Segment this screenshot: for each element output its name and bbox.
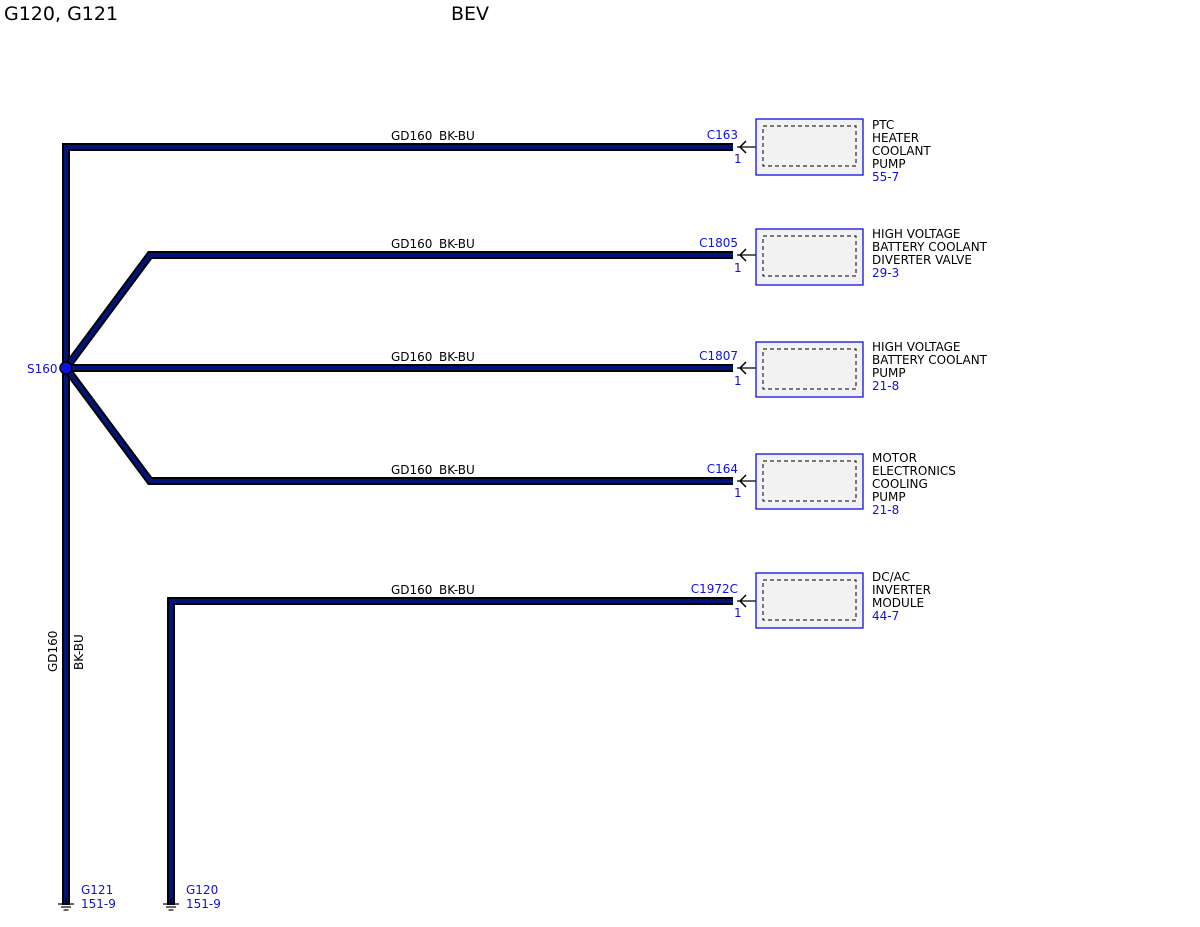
component-box — [755, 341, 864, 398]
connector-pin: 1 — [734, 374, 742, 388]
component-name-line: PTC — [872, 118, 894, 132]
component-name-line: DC/AC — [872, 570, 910, 584]
splice-s160-dot — [59, 361, 73, 375]
ground-page-ref: 151-9 — [186, 897, 221, 911]
wire-c163 — [64, 145, 733, 905]
component-name-line: ELECTRONICS — [872, 464, 956, 478]
branch-c1805: GD160 BK-BU C1805 1 HIGH VOLTAGE BATTERY… — [391, 227, 988, 286]
component-name-line: HIGH VOLTAGE — [872, 227, 960, 241]
wire-c164 — [64, 366, 733, 483]
component-page-ref: 21-8 — [872, 503, 899, 517]
component-name-line: MOTOR — [872, 451, 917, 465]
wire-color-label: BK-BU — [439, 350, 475, 364]
component-name-line: BATTERY COOLANT — [872, 240, 988, 254]
component-name-line: BATTERY COOLANT — [872, 353, 988, 367]
component-name-line: HEATER — [872, 131, 919, 145]
wire-color-label: BK-BU — [439, 583, 475, 597]
component-name-line: PUMP — [872, 366, 906, 380]
ground-g120: G120 151-9 — [163, 883, 221, 911]
vehicle-variant: BEV — [451, 3, 489, 25]
component-box — [755, 118, 864, 176]
connector-pin: 1 — [734, 152, 742, 166]
component-box — [755, 572, 864, 629]
component-page-ref: 21-8 — [872, 379, 899, 393]
ground-id: G120 — [186, 883, 218, 897]
connector-pin: 1 — [734, 606, 742, 620]
ground-page-ref: 151-9 — [81, 897, 116, 911]
component-page-ref: 44-7 — [872, 609, 899, 623]
wire-circuit-label: GD160 — [391, 237, 432, 251]
component-name-line: PUMP — [872, 157, 906, 171]
connector-id: C1807 — [699, 349, 738, 363]
component-inner-dashed — [762, 235, 857, 277]
splice-label: S160 — [27, 362, 58, 376]
connector-pin: 1 — [734, 261, 742, 275]
component-inner-dashed — [762, 579, 857, 621]
wires — [62, 143, 733, 905]
wire-color-label: BK-BU — [439, 463, 475, 477]
component-inner-dashed — [762, 348, 857, 390]
branch-c164: GD160 BK-BU C164 1 MOTOR ELECTRONICS COO… — [391, 451, 956, 517]
component-name-line: COOLING — [872, 477, 928, 491]
branch-c163: GD160 BK-BU C163 1 PTC HEATER COOLANT PU… — [391, 118, 931, 184]
connector-id: C1972C — [691, 582, 738, 596]
component-box — [755, 228, 864, 286]
ground-id: G121 — [81, 883, 113, 897]
component-name-line: MODULE — [872, 596, 924, 610]
component-page-ref: 29-3 — [872, 266, 899, 280]
component-name-line: HIGH VOLTAGE — [872, 340, 960, 354]
ground-icon — [163, 898, 179, 911]
trunk-wire-circuit: GD160 — [46, 631, 60, 672]
wire-c163-outline — [62, 143, 733, 905]
wire-circuit-label: GD160 — [391, 129, 432, 143]
connector-id: C164 — [707, 462, 738, 476]
branch-c1972c: GD160 BK-BU C1972C 1 DC/AC INVERTER MODU… — [391, 570, 931, 629]
component-name-line: PUMP — [872, 490, 906, 504]
component-name-line: INVERTER — [872, 583, 931, 597]
trunk-wire-color-group: BK-BU — [72, 634, 86, 670]
ground-g121: G121 151-9 — [58, 883, 116, 911]
wire-color-label: BK-BU — [439, 129, 475, 143]
branch-c1807: GD160 BK-BU C1807 1 HIGH VOLTAGE BATTERY… — [391, 340, 988, 398]
wire-c1972c — [169, 599, 733, 905]
component-name-line: DIVERTER VALVE — [872, 253, 972, 267]
trunk-wire-color: BK-BU — [72, 634, 86, 670]
wire-c1805 — [64, 253, 733, 370]
connector-id: C1805 — [699, 236, 738, 250]
connector-id: C163 — [707, 128, 738, 142]
wire-c1972c-outline — [167, 597, 733, 905]
component-box — [755, 453, 864, 510]
component-name-line: COOLANT — [872, 144, 931, 158]
wire-circuit-label: GD160 — [391, 350, 432, 364]
component-inner-dashed — [762, 460, 857, 502]
trunk-wire-circuit-group: GD160 — [46, 631, 60, 672]
component-inner-dashed — [762, 125, 857, 167]
diagram-title: G120, G121 — [4, 3, 118, 25]
connector-pin: 1 — [734, 486, 742, 500]
wire-color-label: BK-BU — [439, 237, 475, 251]
ground-icon — [58, 898, 74, 911]
wire-circuit-label: GD160 — [391, 583, 432, 597]
component-page-ref: 55-7 — [872, 170, 899, 184]
wire-circuit-label: GD160 — [391, 463, 432, 477]
